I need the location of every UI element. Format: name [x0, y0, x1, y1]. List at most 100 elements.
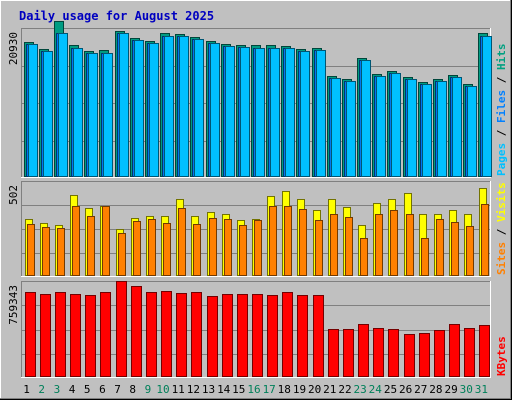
bar-kbytes-day-29 [449, 324, 460, 377]
bar-pages-day-20 [316, 50, 326, 177]
x-tick-label: 13 [202, 383, 215, 396]
bar-kbytes-day-16 [252, 294, 263, 377]
bar-pages-day-13 [210, 43, 220, 177]
x-tick-label: 11 [172, 383, 185, 396]
x-tick-label: 26 [399, 383, 412, 396]
x-tick-label: 28 [429, 383, 442, 396]
bar-sites-day-29 [451, 222, 459, 276]
bar-sites-day-31 [481, 204, 489, 276]
bar-pages-day-9 [149, 43, 159, 177]
bar-kbytes-day-26 [404, 334, 415, 377]
bar-kbytes-day-2 [40, 294, 51, 377]
bar-kbytes-day-9 [146, 292, 157, 377]
x-tick-label: 21 [323, 383, 336, 396]
x-tick-label: 12 [187, 383, 200, 396]
bar-kbytes-day-18 [282, 292, 293, 377]
bar-kbytes-day-11 [176, 293, 187, 377]
x-tick-label: 6 [99, 383, 106, 396]
bar-sites-day-1 [27, 224, 35, 276]
chart-panels: 20930 Pages / Files / Hits 502 Sites / Visi… [7, 21, 508, 378]
legend-entry: Hits [495, 44, 508, 71]
x-tick-label: 7 [114, 383, 121, 396]
bar-pages-day-19 [300, 51, 310, 177]
bar-pages-day-29 [452, 77, 462, 177]
legend-entry: Files [495, 90, 508, 123]
x-tick-label: 3 [54, 383, 61, 396]
x-tick-label: 27 [414, 383, 427, 396]
x-tick-label: 8 [129, 383, 136, 396]
bar-sites-day-8 [133, 221, 141, 276]
bar-pages-day-21 [331, 78, 341, 177]
bar-kbytes-day-19 [297, 295, 308, 377]
panel-visits-sites: 502 Sites / Visits [7, 181, 508, 277]
bar-pages-day-1 [28, 44, 38, 177]
bar-pages-day-3 [58, 33, 68, 177]
bar-pages-day-8 [134, 40, 144, 177]
bar-sites-day-7 [118, 233, 126, 276]
x-tick-label: 5 [84, 383, 91, 396]
series-legend: KBytes [495, 336, 508, 376]
bar-pages-day-14 [225, 46, 235, 177]
legend-entry: Sites [495, 242, 508, 275]
x-tick-label: 19 [293, 383, 306, 396]
legend-entry: Visits [495, 182, 508, 222]
bar-pages-day-25 [391, 73, 401, 177]
bar-sites-day-13 [209, 218, 217, 276]
bar-pages-day-30 [467, 86, 477, 177]
chart-title: Daily usage for August 2025 [19, 9, 214, 23]
x-tick-label: 17 [263, 383, 276, 396]
x-tick-label: 20 [308, 383, 321, 396]
bar-pages-day-5 [88, 53, 98, 177]
bar-sites-day-28 [436, 219, 444, 276]
bar-pages-day-28 [437, 81, 447, 177]
series-legend: Sites / Visits [495, 182, 508, 275]
bar-kbytes-day-23 [358, 324, 369, 377]
bar-sites-day-22 [345, 217, 353, 276]
bar-sites-day-27 [421, 238, 429, 276]
x-tick-label: 16 [247, 383, 260, 396]
bar-sites-day-30 [466, 226, 474, 276]
bar-sites-day-18 [284, 206, 292, 276]
bar-sites-day-16 [254, 220, 262, 276]
bar-sites-day-20 [315, 220, 323, 276]
bar-pages-day-7 [119, 33, 129, 177]
bar-pages-day-15 [240, 47, 250, 177]
x-tick-label: 1 [23, 383, 30, 396]
bar-kbytes-day-27 [419, 333, 430, 377]
x-tick-label: 14 [217, 383, 231, 396]
x-tick-label: 2 [38, 383, 45, 396]
x-tick-label: 4 [69, 383, 76, 396]
x-tick-label: 24 [369, 383, 383, 396]
bar-sites-day-15 [239, 225, 247, 276]
bar-sites-day-21 [330, 214, 338, 276]
bar-sites-day-19 [299, 209, 307, 276]
bar-pages-day-27 [422, 84, 432, 177]
bar-kbytes-day-25 [388, 329, 399, 377]
x-tick-label: 9 [145, 383, 152, 396]
bar-sites-day-24 [375, 214, 383, 276]
bar-kbytes-day-22 [343, 329, 354, 377]
panel-pages-files-hits: 20930 Pages / Files / Hits [7, 21, 508, 178]
bar-kbytes-day-17 [267, 295, 278, 377]
bar-kbytes-day-12 [191, 292, 202, 377]
bar-kbytes-day-8 [131, 286, 142, 377]
legend-entry: / [495, 123, 508, 143]
x-tick-label: 10 [156, 383, 169, 396]
legend-entry: Pages [495, 143, 508, 176]
bar-pages-day-31 [482, 36, 492, 177]
x-tick-label: 30 [460, 383, 473, 396]
bar-sites-day-6 [102, 206, 110, 276]
bar-pages-day-26 [407, 79, 417, 177]
bar-kbytes-day-13 [207, 296, 218, 377]
bar-sites-day-12 [193, 224, 201, 276]
x-tick-label: 18 [278, 383, 291, 396]
bar-pages-day-22 [346, 81, 356, 177]
x-tick-label: 15 [232, 383, 245, 396]
bar-sites-day-23 [360, 238, 368, 276]
bar-kbytes-day-6 [100, 292, 111, 377]
bar-kbytes-day-4 [70, 294, 81, 377]
bar-kbytes-day-30 [464, 328, 475, 377]
bar-pages-day-23 [361, 60, 371, 177]
